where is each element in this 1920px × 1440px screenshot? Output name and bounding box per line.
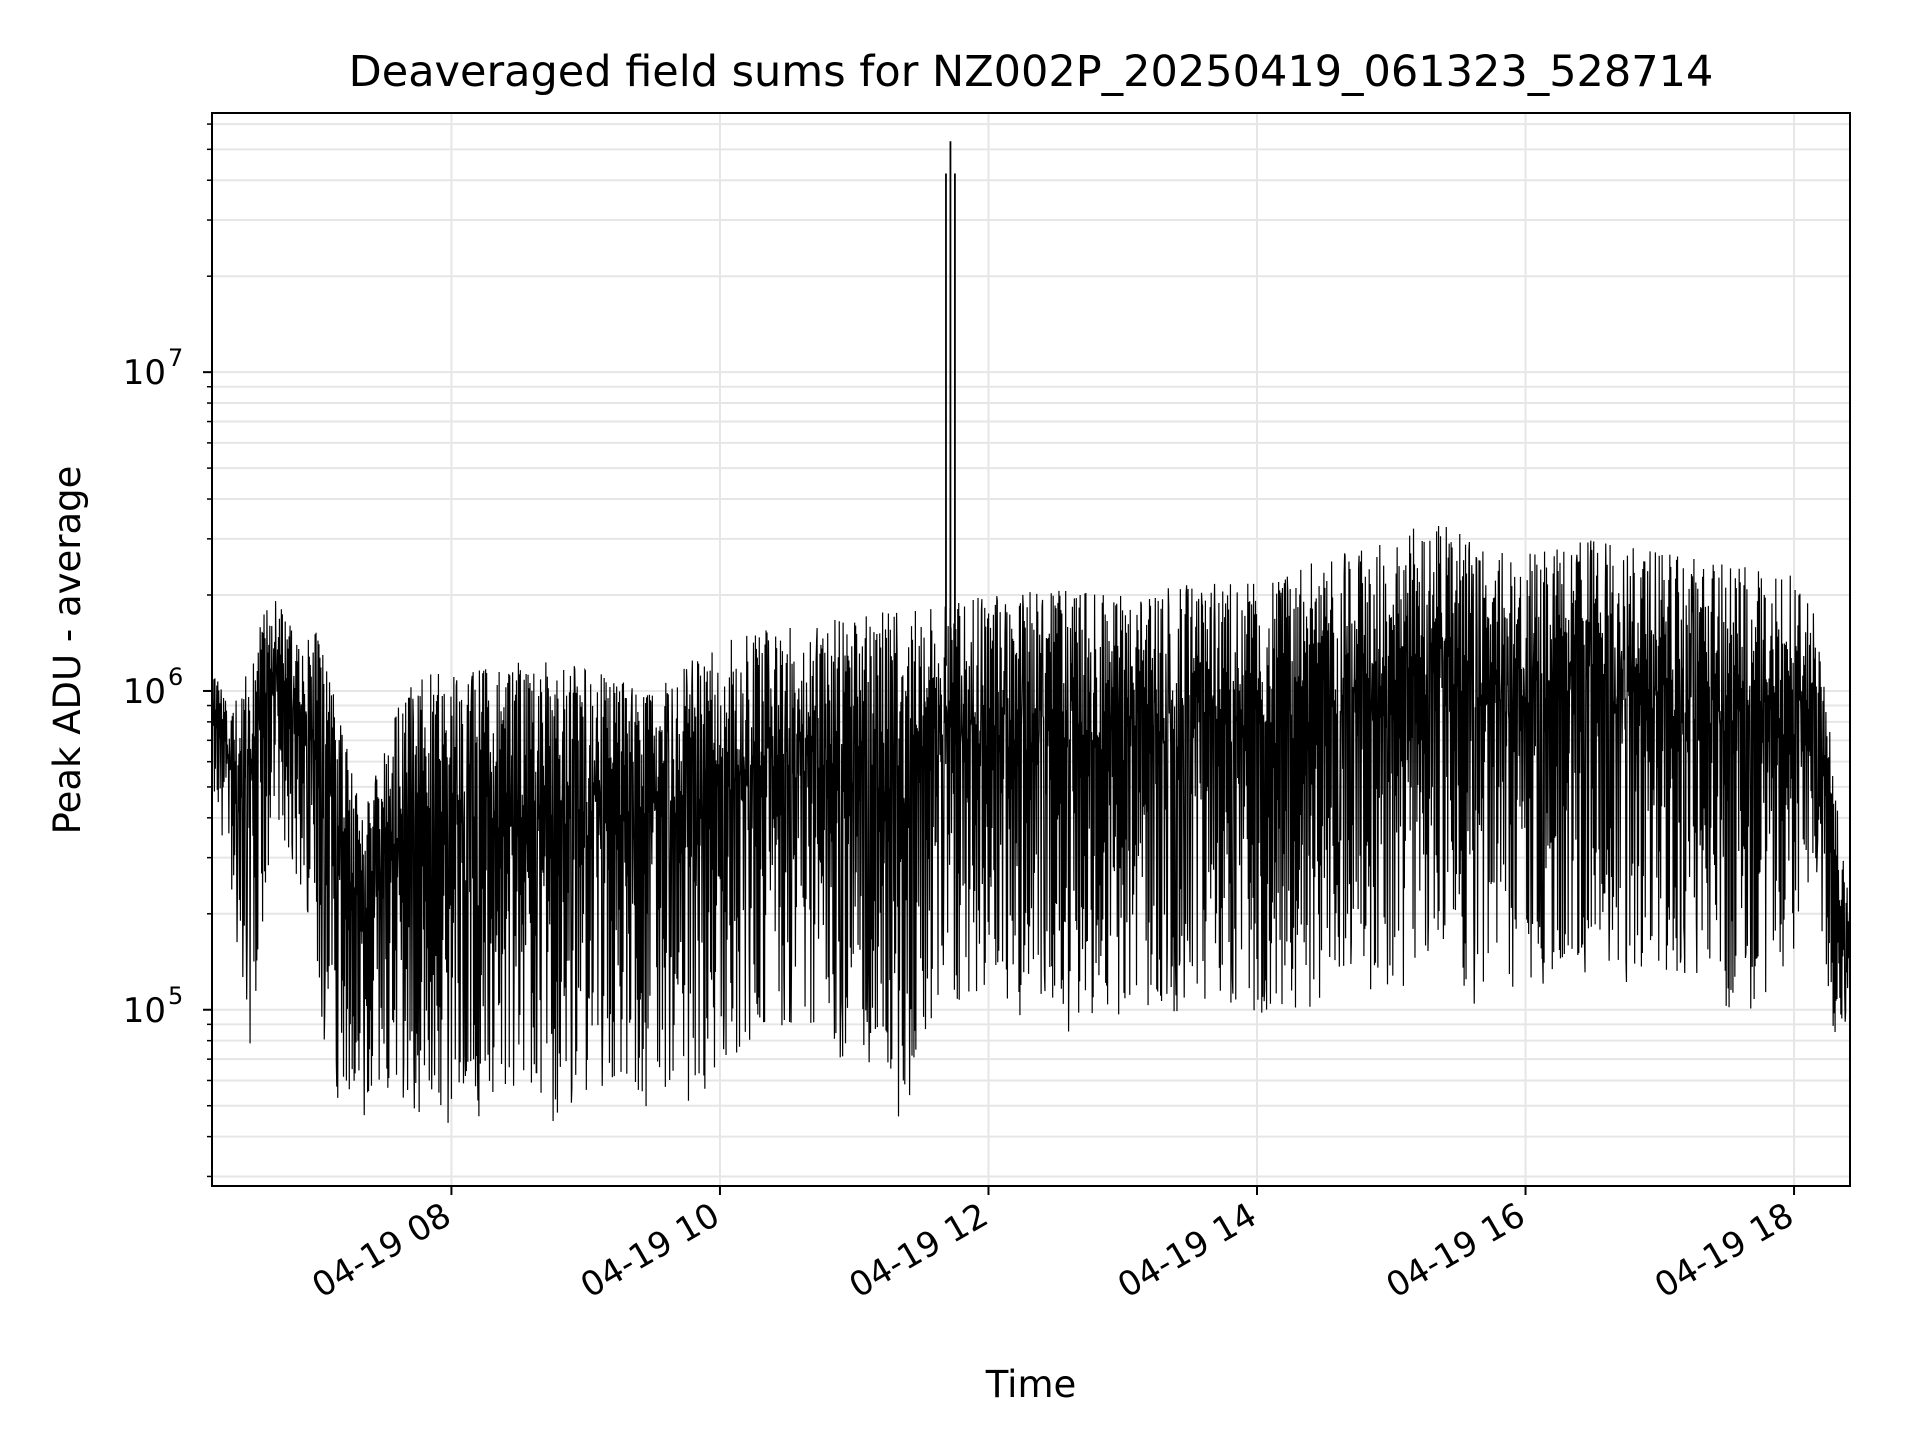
chart-title: Deaveraged field sums for NZ002P_2025041… <box>349 47 1714 97</box>
y-tick-label: 10 <box>123 991 166 1031</box>
data-layer <box>211 141 1851 1123</box>
y-axis-label: Peak ADU - average <box>46 466 89 835</box>
y-tick-exponent: 6 <box>168 663 183 691</box>
y-tick-exponent: 7 <box>168 344 183 372</box>
series-line <box>211 525 1851 1123</box>
x-axis-label: Time <box>985 1363 1077 1406</box>
y-tick-label: 10 <box>123 672 166 712</box>
y-tick-label: 10 <box>123 353 166 393</box>
plot-frame <box>211 112 1851 1187</box>
y-tick-exponent: 5 <box>168 982 183 1010</box>
